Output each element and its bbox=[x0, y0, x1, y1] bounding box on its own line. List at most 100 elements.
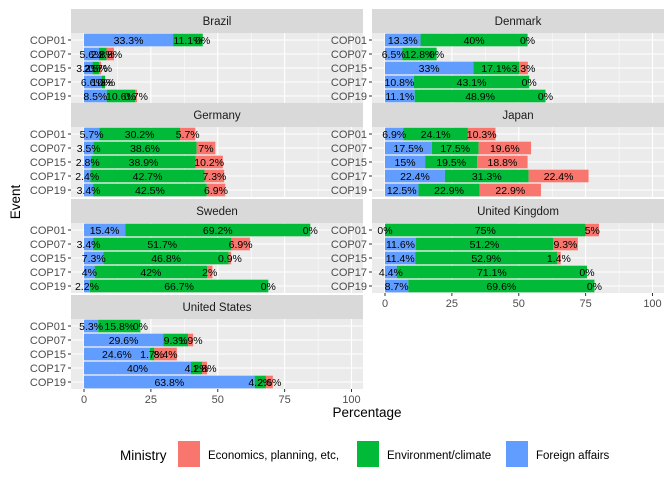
y-tick-label-cop17: COP17 bbox=[30, 363, 66, 375]
bar-japan-cop07-environment bbox=[431, 141, 479, 155]
bar-brazil-cop01-foreign bbox=[84, 33, 174, 47]
bar-denmark-cop17-foreign bbox=[385, 75, 414, 89]
data-label: 75% bbox=[475, 225, 496, 237]
data-label: 9.3% bbox=[553, 239, 577, 251]
bar-japan-cop19-foreign bbox=[385, 183, 419, 197]
bar-united-states-cop01-foreign bbox=[84, 319, 99, 333]
bar-sweden-cop07-economics bbox=[231, 237, 250, 251]
data-label: 51.2% bbox=[470, 239, 500, 251]
bar-denmark-cop01-environment bbox=[420, 33, 528, 47]
data-label: 0% bbox=[377, 225, 392, 237]
bar-japan-cop19-economics bbox=[479, 183, 541, 197]
data-label: 66.7% bbox=[164, 281, 194, 293]
data-label: 5.7% bbox=[176, 129, 200, 141]
bar-japan-cop17-environment bbox=[444, 169, 529, 183]
bar-united-states-cop15-economics bbox=[154, 347, 177, 361]
data-label: 48.9% bbox=[465, 91, 495, 103]
bar-united-states-cop07-foreign bbox=[84, 333, 164, 347]
bar-japan-cop01-foreign bbox=[385, 127, 404, 141]
data-label: 3.5% bbox=[77, 143, 101, 155]
data-label: 0% bbox=[587, 281, 602, 293]
bar-denmark-cop07-environment bbox=[402, 47, 437, 61]
bar-japan-cop17-foreign bbox=[385, 169, 445, 183]
data-label: 4.2% bbox=[185, 363, 209, 375]
bar-sweden-cop15-economics bbox=[228, 251, 232, 265]
y-tick-label-cop07: COP07 bbox=[30, 49, 66, 61]
data-label: 17.5% bbox=[440, 143, 470, 155]
y-tick-label-cop01: COP01 bbox=[30, 129, 66, 141]
bar-united-states-cop15-foreign bbox=[84, 347, 150, 361]
data-label: 6.5% bbox=[382, 49, 406, 61]
data-label: 19.5% bbox=[436, 157, 466, 169]
bar-brazil-cop15-foreign bbox=[84, 61, 93, 75]
data-label: 40% bbox=[127, 363, 148, 375]
data-label: 0% bbox=[261, 281, 276, 293]
data-label: 11.1% bbox=[173, 35, 202, 47]
data-label: 2.8% bbox=[91, 49, 115, 61]
data-label: 42.5% bbox=[135, 185, 165, 197]
data-label: 2% bbox=[202, 267, 217, 279]
bar-sweden-cop19-foreign bbox=[84, 279, 90, 293]
x-tick-label: 25 bbox=[446, 298, 458, 310]
data-label: 22.9% bbox=[434, 185, 464, 197]
bar-denmark-cop07-foreign bbox=[385, 47, 403, 61]
data-label: 38.6% bbox=[130, 143, 160, 155]
data-label: 6.9% bbox=[229, 239, 253, 251]
y-tick-label-cop17: COP17 bbox=[331, 267, 367, 279]
bar-united-kingdom-cop15-foreign bbox=[385, 251, 416, 265]
data-label: 5.7% bbox=[80, 129, 104, 141]
data-label: 69.2% bbox=[203, 225, 233, 237]
bar-sweden-cop01-environment bbox=[125, 223, 311, 237]
data-label: 0% bbox=[303, 225, 318, 237]
y-tick-label-cop15: COP15 bbox=[30, 253, 66, 265]
data-label: 0% bbox=[579, 267, 594, 279]
data-label: 10.6% bbox=[106, 91, 136, 103]
y-tick-label-cop01: COP01 bbox=[30, 225, 66, 237]
data-label: 7.3% bbox=[82, 253, 106, 265]
data-label: 31.3% bbox=[472, 171, 502, 183]
x-tick-label: 25 bbox=[145, 394, 157, 406]
data-label: 13.3% bbox=[388, 35, 418, 47]
data-label: 0.9% bbox=[218, 253, 242, 265]
y-tick-label-cop17: COP17 bbox=[30, 171, 66, 183]
bar-germany-cop19-economics bbox=[206, 183, 226, 197]
data-label: 11.4% bbox=[386, 253, 415, 265]
bar-united-kingdom-cop15-environment bbox=[415, 251, 558, 265]
bar-denmark-cop17-environment bbox=[413, 75, 530, 89]
bar-japan-cop15-economics bbox=[477, 155, 528, 169]
bar-germany-cop17-environment bbox=[90, 169, 205, 183]
data-label: 1.7% bbox=[140, 349, 164, 361]
bar-united-kingdom-cop17-foreign bbox=[385, 265, 397, 279]
data-label: 0.7% bbox=[124, 91, 148, 103]
y-tick-label-cop07: COP07 bbox=[331, 239, 367, 251]
y-tick-label-cop01: COP01 bbox=[331, 225, 367, 237]
bar-united-states-cop19-environment bbox=[254, 375, 266, 389]
data-label: 5% bbox=[585, 225, 600, 237]
data-label: 5.3% bbox=[79, 321, 103, 333]
data-label: 1.4% bbox=[547, 253, 571, 265]
data-label: 4% bbox=[82, 267, 97, 279]
data-label: 15.8% bbox=[104, 321, 134, 333]
bar-united-states-cop17-environment bbox=[191, 361, 203, 375]
bar-japan-cop01-environment bbox=[403, 127, 468, 141]
x-tick-label: 50 bbox=[513, 298, 525, 310]
data-label: 2.8% bbox=[98, 49, 122, 61]
data-label: 6.9% bbox=[204, 185, 228, 197]
data-label: 1.3% bbox=[91, 77, 115, 89]
facet-title-brazil: Brazil bbox=[203, 16, 232, 28]
y-tick-label-cop01: COP01 bbox=[331, 129, 367, 141]
legend-key-environment bbox=[357, 441, 379, 467]
data-label: 24.6% bbox=[102, 349, 132, 361]
y-tick-label-cop15: COP15 bbox=[30, 157, 66, 169]
legend-key-economics bbox=[178, 441, 200, 467]
data-label: 3.4% bbox=[77, 239, 101, 251]
data-label: 33.3% bbox=[114, 35, 144, 47]
y-tick-label-cop01: COP01 bbox=[30, 35, 66, 47]
bar-japan-cop19-environment bbox=[418, 183, 480, 197]
bar-japan-cop07-economics bbox=[478, 141, 532, 155]
bar-sweden-cop17-foreign bbox=[84, 265, 95, 279]
bar-united-states-cop17-foreign bbox=[84, 361, 191, 375]
bar-united-kingdom-cop07-economics bbox=[552, 237, 578, 251]
x-tick-label: 50 bbox=[212, 394, 224, 406]
